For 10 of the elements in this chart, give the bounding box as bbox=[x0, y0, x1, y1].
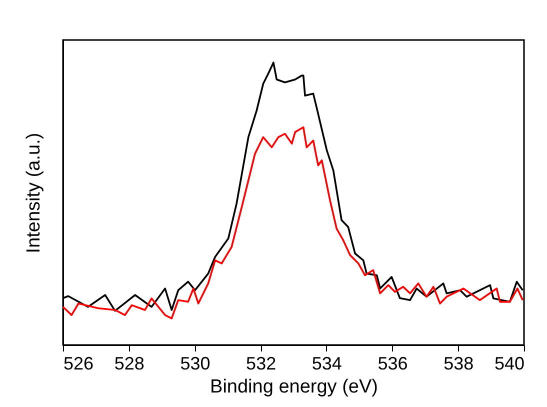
x-tick-label: 540 bbox=[494, 354, 524, 374]
x-tick-label: 538 bbox=[444, 354, 474, 374]
x-tick-label: 528 bbox=[114, 354, 144, 374]
x-tick-label: 534 bbox=[312, 354, 342, 374]
x-tick-label: 530 bbox=[180, 354, 210, 374]
x-axis-title: Binding energy (eV) bbox=[210, 376, 378, 398]
x-tick-label: 532 bbox=[246, 354, 276, 374]
x-tick-label: 526 bbox=[64, 354, 94, 374]
x-tick-label: 536 bbox=[378, 354, 408, 374]
y-axis-title: Intensity (a.u.) bbox=[24, 132, 44, 254]
